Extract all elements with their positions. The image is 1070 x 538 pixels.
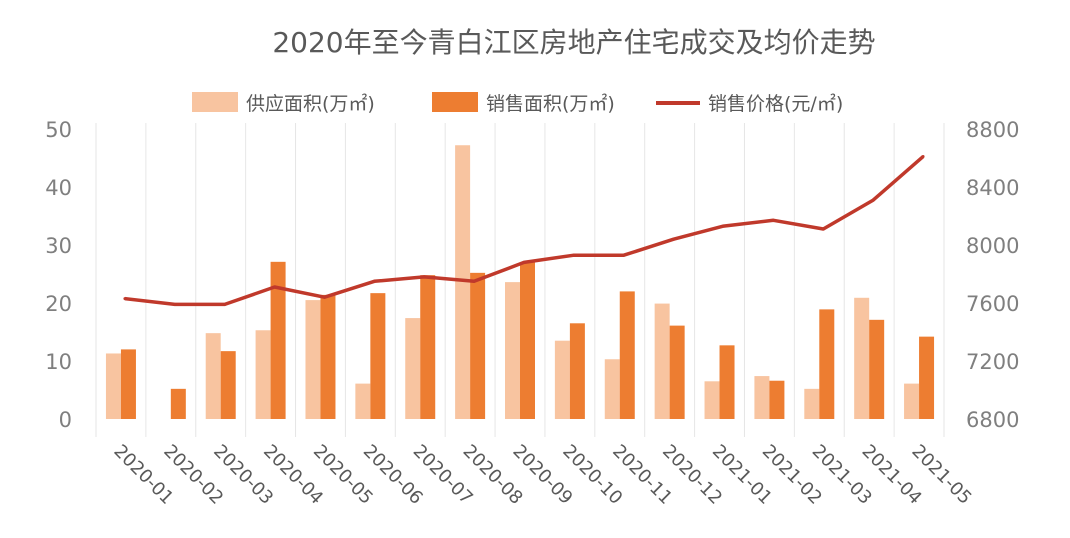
sales-bar (420, 275, 436, 419)
supply-bar (205, 333, 221, 419)
left-tick-label: 50 (45, 118, 72, 142)
right-tick-label: 8400 (966, 176, 1019, 200)
price-line (123, 155, 925, 307)
sales-bar (220, 351, 236, 419)
price-point (223, 302, 227, 306)
left-tick-label: 0 (59, 408, 72, 432)
supply-bar (455, 145, 471, 420)
legend: 供应面积(万㎡) 销售面积(万㎡) 销售价格(元/㎡) (192, 92, 843, 115)
sales-bar (869, 319, 885, 419)
legend-label: 供应面积(万㎡) (246, 92, 375, 115)
sales-bar (819, 309, 835, 419)
bars (105, 145, 935, 420)
supply-bar (405, 318, 421, 419)
sales-bar (270, 261, 286, 419)
price-point (173, 302, 177, 306)
price-point (622, 253, 626, 257)
supply-bar (355, 383, 371, 419)
sales-bar (669, 325, 685, 419)
supply-bar (804, 388, 820, 419)
left-axis-ticks: 0 10 20 30 40 50 (45, 118, 72, 432)
sales-bar (719, 345, 735, 419)
supply-bar (854, 297, 870, 419)
sales-bar (120, 349, 136, 419)
sales-bar (919, 336, 935, 419)
supply-bar (505, 282, 520, 419)
supply-bar (554, 340, 570, 419)
supply-bar (754, 376, 770, 419)
price-point (522, 260, 526, 264)
sales-bar (470, 272, 486, 419)
left-tick-label: 10 (45, 350, 72, 374)
price-point (572, 253, 576, 257)
legend-swatch (192, 92, 238, 112)
left-tick-label: 20 (45, 292, 72, 316)
price-point (821, 227, 825, 231)
legend-label: 销售价格(元/㎡) (708, 92, 843, 115)
right-tick-label: 8800 (966, 118, 1019, 142)
right-tick-label: 7200 (966, 350, 1019, 374)
legend-swatch (432, 92, 478, 112)
supply-bar (105, 353, 121, 419)
supply-bar (604, 359, 620, 419)
sales-bar (370, 293, 386, 419)
right-tick-label: 6800 (966, 408, 1019, 432)
sales-bar (569, 323, 585, 419)
price-point (921, 155, 925, 159)
vertical-gridlines (95, 123, 945, 437)
price-point (771, 218, 775, 222)
sales-bar (170, 388, 186, 419)
price-point (871, 198, 875, 202)
price-point (672, 237, 676, 241)
price-point (273, 285, 277, 289)
supply-bar (904, 383, 920, 419)
supply-bar (305, 300, 321, 419)
left-tick-label: 40 (45, 176, 72, 200)
price-point (472, 279, 476, 283)
price-point (372, 279, 376, 283)
price-point (722, 224, 726, 228)
price-point (422, 275, 426, 279)
right-tick-label: 8000 (966, 234, 1019, 258)
sales-bar (520, 262, 535, 419)
x-axis-labels: 2020-012020-022020-032020-042020-052020-… (109, 441, 975, 509)
price-point (123, 297, 127, 301)
supply-bar (704, 381, 720, 419)
chart-title: 2020年至今青白江区房地产住宅成交及均价走势 (272, 26, 875, 59)
price-point (322, 295, 326, 299)
sales-bar (320, 294, 336, 419)
right-axis-ticks: 6800 7200 7600 8000 8400 8800 (966, 118, 1019, 432)
left-tick-label: 30 (45, 234, 72, 258)
sales-bar (619, 291, 635, 419)
supply-bar (654, 303, 670, 419)
legend-label: 销售面积(万㎡) (486, 92, 615, 115)
supply-bar (255, 330, 271, 419)
sales-bar (769, 380, 785, 419)
right-tick-label: 7600 (966, 292, 1019, 316)
